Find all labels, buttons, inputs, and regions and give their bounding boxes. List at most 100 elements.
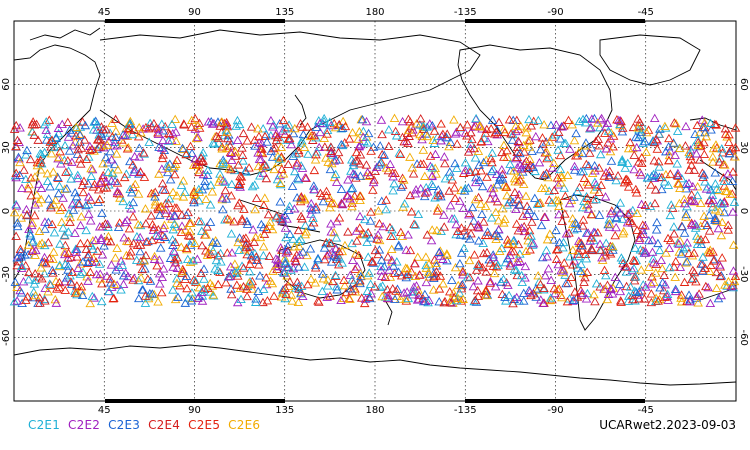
observation-triangle [258,297,268,307]
observation-triangle [469,216,479,225]
observation-triangle [169,254,180,264]
observation-triangle [337,140,348,150]
observation-triangle [387,224,397,234]
observation-triangle [552,285,563,294]
observation-triangle [431,261,442,270]
observation-triangle [546,197,557,207]
observation-triangle [636,170,646,179]
observation-triangle [504,115,515,124]
observation-triangle [238,128,249,138]
observation-triangle [425,151,436,160]
observation-triangle [364,293,375,303]
observation-triangle [487,148,498,157]
observation-triangle [270,142,281,152]
observation-triangle [499,140,509,149]
observation-triangle [323,275,333,284]
observation-triangle [381,195,391,204]
observation-triangle [594,187,604,196]
observation-triangle [148,225,159,234]
observation-triangle [255,143,266,153]
observation-triangle [649,137,660,147]
observation-triangle [232,265,242,275]
observation-triangle [600,192,611,201]
observation-triangle [317,269,328,278]
observation-triangle [422,131,433,141]
observation-triangle [470,177,481,187]
observation-triangle [681,212,691,221]
observation-triangle [154,169,164,178]
observation-triangle [568,245,578,254]
observation-triangle [664,262,675,272]
observation-triangle [23,275,34,284]
observation-triangle [701,131,712,141]
observation-triangle [180,298,191,307]
observation-triangle [455,196,465,205]
observation-triangle [345,270,356,279]
observation-triangle [259,200,269,209]
observation-triangle [415,114,426,123]
observation-triangle [710,205,721,214]
observation-triangle [406,207,417,216]
observation-triangle [610,230,620,240]
observation-triangle [711,283,722,293]
observation-triangle [283,241,293,250]
observation-triangle [246,255,257,264]
observation-triangle [486,213,497,222]
observation-triangle [445,200,456,210]
observation-triangle [380,292,391,301]
observation-triangle [221,277,231,287]
observation-triangle [207,119,218,128]
observation-triangle [27,246,38,255]
observation-triangle [207,281,218,290]
observation-triangle [109,279,120,288]
observation-triangle [95,194,105,204]
observation-triangle [92,120,102,129]
observation-triangle [292,173,303,182]
observation-triangle [701,281,711,291]
observation-triangle [570,218,581,227]
observation-triangle [199,264,209,273]
observation-triangle [552,173,563,182]
observation-triangle [200,181,210,190]
observation-triangle [336,139,347,149]
observation-triangle [434,284,445,293]
observation-triangle [330,270,341,279]
observation-triangle [78,267,88,276]
observation-triangle [283,159,294,169]
observation-triangle [66,174,76,183]
observation-triangle [399,199,410,208]
observation-triangle [272,255,283,264]
observation-triangle [696,234,706,244]
observation-triangle [345,284,356,293]
observation-triangle [220,215,230,224]
observation-triangle [491,169,502,179]
observation-triangle [528,239,539,248]
observation-triangle [293,225,304,235]
observation-triangle [155,243,166,252]
lon-tick-top: -45 [638,7,654,18]
observation-triangle [186,122,197,131]
observation-triangle [133,189,144,198]
observation-triangle [235,171,245,181]
observation-triangle [83,276,93,285]
observation-triangle [42,129,53,139]
observation-triangle [272,132,283,142]
observation-triangle [559,258,570,267]
observation-triangle [189,187,199,196]
observation-triangle [75,129,85,138]
observation-triangle [366,257,377,266]
observation-triangle [537,139,548,148]
observation-triangle [699,211,709,220]
observation-triangle [55,239,65,248]
observation-triangle [280,253,290,263]
observation-triangle [525,287,535,296]
observation-triangle [561,229,572,238]
observation-triangle [98,158,108,168]
observation-triangle [483,136,493,146]
observation-triangle [327,158,337,168]
observation-triangle [350,264,360,273]
observation-triangle [515,148,525,158]
observation-triangle [418,145,429,154]
observation-triangle [194,196,204,205]
observation-triangle [503,238,513,247]
